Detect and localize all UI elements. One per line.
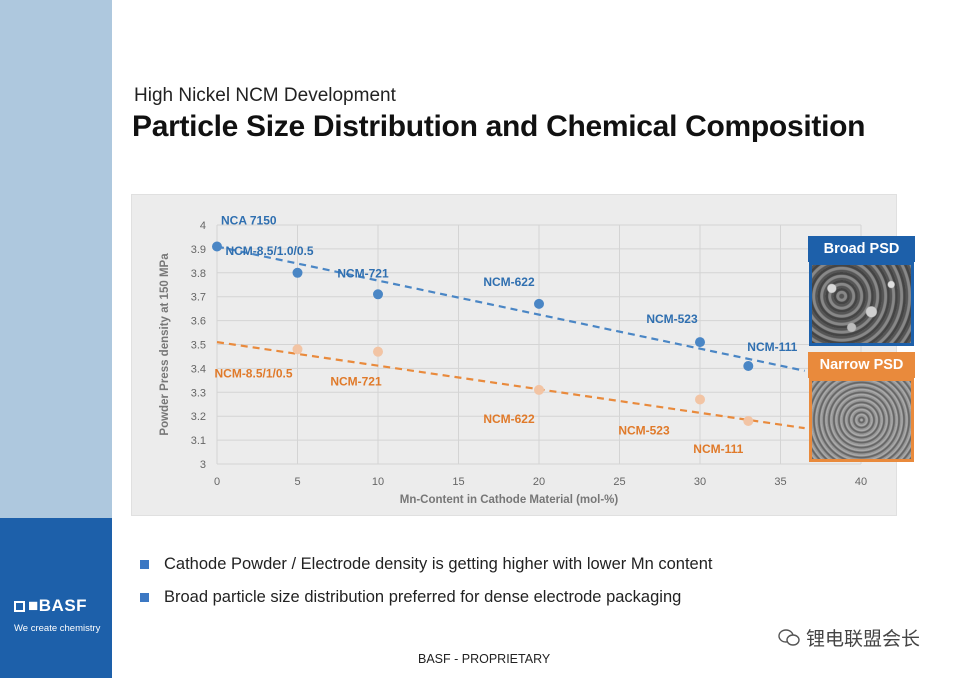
x-tick-label: 30 xyxy=(694,476,706,488)
y-axis-label: Powder Press density at 150 MPa xyxy=(159,253,171,436)
y-tick-label: 3.3 xyxy=(191,387,206,399)
trend-line-blue xyxy=(216,245,805,372)
data-point xyxy=(292,344,303,355)
narrow-psd-image xyxy=(809,378,914,462)
y-tick-label: 3.7 xyxy=(191,292,206,304)
data-label: NCM-523 xyxy=(646,312,698,326)
logo-panel: ■BASF We create chemistry xyxy=(0,518,112,678)
wechat-icon xyxy=(778,629,800,646)
slide-subtitle: High Nickel NCM Development xyxy=(134,85,396,106)
data-point xyxy=(534,298,544,309)
data-point xyxy=(373,346,383,357)
logo-wordmark: BASF xyxy=(38,596,88,615)
y-tick-label: 3.1 xyxy=(191,435,206,447)
data-point xyxy=(373,289,383,300)
scatter-chart: 33.13.23.33.43.53.63.73.83.940 5 10 15 20 25 3… xyxy=(159,214,867,506)
chart-panel: 3 3.1 3.2 3.3 3.4 3.5 3.6 3.7 3.8 3.9 4 0 5 10 15 20 25 3… xyxy=(131,194,897,516)
data-point xyxy=(534,384,544,395)
broad-psd-image xyxy=(809,262,914,346)
y-tick-label: 3 xyxy=(200,459,206,471)
data-point xyxy=(743,361,754,372)
data-label: NCM-721 xyxy=(330,375,382,389)
bullet-item: Broad particle size distribution preferr… xyxy=(140,588,712,621)
bullet-list: Cathode Powder / Electrode density is ge… xyxy=(140,555,712,621)
y-tick-label: 3.4 xyxy=(191,363,206,375)
x-tick-label: 20 xyxy=(533,476,545,488)
y-tick-label: 3.5 xyxy=(191,340,206,352)
broad-psd-label: Broad PSD xyxy=(808,236,915,262)
y-tick-label: 4 xyxy=(200,220,206,232)
x-tick-label: 15 xyxy=(452,476,464,488)
y-tick-label: 3.9 xyxy=(191,244,206,256)
data-label: NCM-111 xyxy=(693,442,743,456)
data-label: NCM-8.5/1/0.5 xyxy=(214,366,292,380)
data-point xyxy=(695,394,705,405)
watermark: 锂电联盟会长 xyxy=(778,624,920,651)
x-tick-label: 35 xyxy=(774,476,786,488)
logo-tagline: We create chemistry xyxy=(14,623,101,634)
y-tick-label: 3.6 xyxy=(191,316,206,328)
y-tick-label: 3.2 xyxy=(191,411,206,423)
data-label: NCM-721 xyxy=(337,266,389,280)
slide-title: Particle Size Distribution and Chemical … xyxy=(132,110,866,143)
data-label: NCM-8.5/1.0/0.5 xyxy=(225,244,313,258)
data-point xyxy=(212,241,222,252)
bullet-square-icon xyxy=(140,560,149,569)
data-label: NCA 7150 xyxy=(221,214,277,228)
bullet-item: Cathode Powder / Electrode density is ge… xyxy=(140,555,712,588)
y-tick-label: 3.8 xyxy=(191,268,206,280)
data-label: NCM-111 xyxy=(747,340,797,354)
data-label: NCM-523 xyxy=(618,423,670,437)
data-label: NCM-622 xyxy=(483,275,535,289)
logo-square-icon xyxy=(14,601,25,612)
x-tick-label: 5 xyxy=(294,476,300,488)
trend-line-orange xyxy=(216,341,805,430)
bullet-square-icon xyxy=(140,593,149,602)
x-axis-label: Mn-Content in Cathode Material (mol-%) xyxy=(400,494,619,506)
x-tick-label: 40 xyxy=(855,476,867,488)
data-point xyxy=(292,267,303,278)
x-tick-label: 0 xyxy=(214,476,220,488)
x-tick-label: 25 xyxy=(613,476,625,488)
narrow-psd-label: Narrow PSD xyxy=(808,352,915,378)
basf-logo: ■BASF xyxy=(14,596,87,616)
data-point xyxy=(695,337,705,348)
footer-text: BASF - PROPRIETARY xyxy=(418,652,551,666)
x-tick-label: 10 xyxy=(372,476,384,488)
watermark-text: 锂电联盟会长 xyxy=(806,629,921,650)
data-point xyxy=(743,415,754,426)
data-label: NCM-622 xyxy=(483,412,535,426)
